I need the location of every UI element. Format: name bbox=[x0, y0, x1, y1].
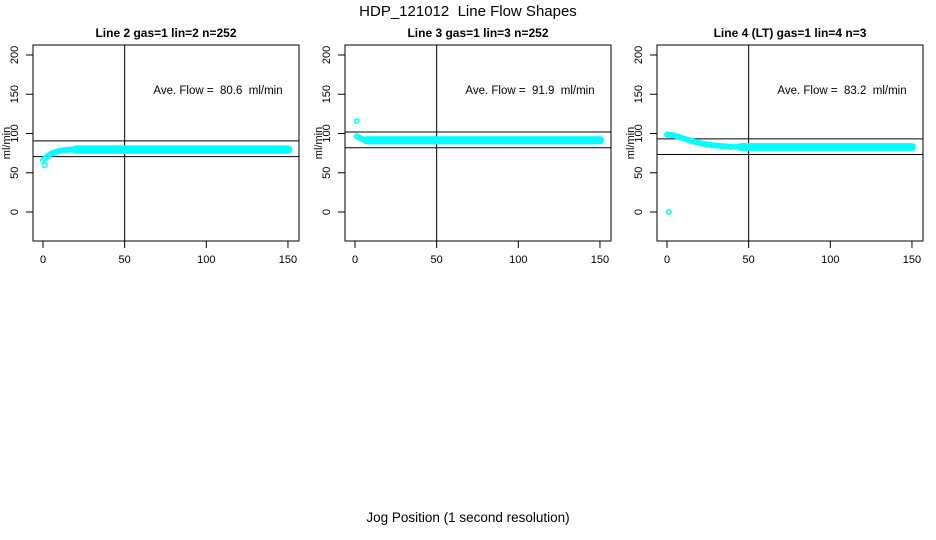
panel-plot: 0 50 100 150 200 0 50 100 150 ml/min bbox=[625, 44, 924, 266]
y-axis-tick-label: 150 bbox=[321, 85, 333, 103]
plot-box bbox=[32, 44, 300, 242]
panel-line-3: Line 3 gas=1 lin=3 n=252 Ave. Flow = 91.… bbox=[312, 0, 624, 270]
ave-flow-annotation: Ave. Flow = 83.2 ml/min bbox=[777, 85, 907, 97]
plot-box bbox=[344, 44, 612, 242]
y-axis-label: ml/min bbox=[313, 127, 325, 159]
data-point bbox=[363, 137, 370, 144]
data-point bbox=[739, 143, 746, 150]
outlier-point bbox=[353, 117, 360, 124]
chart-title: HDP_121012 Line Flow Shapes bbox=[359, 3, 577, 20]
panel-line-4: Line 4 (LT) gas=1 lin=4 n=3 Ave. Flow = … bbox=[624, 0, 936, 270]
x-axis-tick-label: 50 bbox=[743, 254, 755, 266]
data-point bbox=[735, 143, 742, 150]
panel-plot: 0 50 100 150 200 0 50 100 150 ml/min bbox=[1, 44, 300, 266]
panel-title: Line 3 gas=1 lin=3 n=252 bbox=[407, 26, 549, 40]
x-axis-tick-label: 150 bbox=[279, 254, 297, 266]
plot-box bbox=[656, 44, 924, 242]
y-axis-tick-label: 150 bbox=[9, 85, 21, 103]
y-axis-tick-label: 0 bbox=[9, 209, 21, 215]
data-point bbox=[729, 143, 736, 150]
panel-title: Line 2 gas=1 lin=2 n=252 bbox=[95, 26, 237, 40]
panel-plot: 0 50 100 150 200 0 50 100 150 ml/min bbox=[313, 44, 612, 266]
y-axis-tick-label: 0 bbox=[321, 209, 333, 215]
y-axis-tick-label: 50 bbox=[321, 167, 333, 179]
y-axis-tick-label: 200 bbox=[321, 46, 333, 64]
ave-flow-annotation: Ave. Flow = 80.6 ml/min bbox=[153, 85, 283, 97]
panel-line-2: Line 2 gas=1 lin=2 n=252 Ave. Flow = 80.… bbox=[0, 0, 312, 270]
x-axis-tick-label: 100 bbox=[197, 254, 215, 266]
y-axis-tick-label: 0 bbox=[633, 209, 645, 215]
x-axis-tick-label: 150 bbox=[591, 254, 609, 266]
x-axis-tick-label: 150 bbox=[903, 254, 921, 266]
x-axis-tick-label: 0 bbox=[352, 254, 358, 266]
x-axis-title: Jog Position (1 second resolution) bbox=[366, 510, 570, 525]
x-axis-tick-label: 0 bbox=[40, 254, 46, 266]
panel-title: Line 4 (LT) gas=1 lin=4 n=3 bbox=[713, 26, 867, 40]
y-axis-tick-label: 100 bbox=[321, 124, 333, 142]
y-axis-tick-label: 200 bbox=[633, 46, 645, 64]
y-axis-tick-label: 100 bbox=[9, 124, 21, 142]
data-point bbox=[72, 146, 79, 153]
x-axis-tick-label: 50 bbox=[119, 254, 131, 266]
y-axis-label: ml/min bbox=[625, 127, 637, 159]
x-axis-tick-label: 100 bbox=[821, 254, 839, 266]
data-point bbox=[742, 144, 749, 151]
x-axis-tick-label: 50 bbox=[431, 254, 443, 266]
x-axis-tick-label: 100 bbox=[509, 254, 527, 266]
y-axis-tick-label: 50 bbox=[633, 167, 645, 179]
y-axis-tick-label: 100 bbox=[633, 124, 645, 142]
y-axis-tick-label: 50 bbox=[9, 167, 21, 179]
y-axis-tick-label: 150 bbox=[633, 85, 645, 103]
outlier-point bbox=[41, 162, 48, 169]
data-point bbox=[732, 143, 739, 150]
x-axis-tick-label: 0 bbox=[664, 254, 670, 266]
ave-flow-annotation: Ave. Flow = 91.9 ml/min bbox=[465, 85, 595, 97]
y-axis-tick-label: 200 bbox=[9, 46, 21, 64]
outlier-point bbox=[665, 208, 672, 215]
y-axis-label: ml/min bbox=[1, 127, 13, 159]
